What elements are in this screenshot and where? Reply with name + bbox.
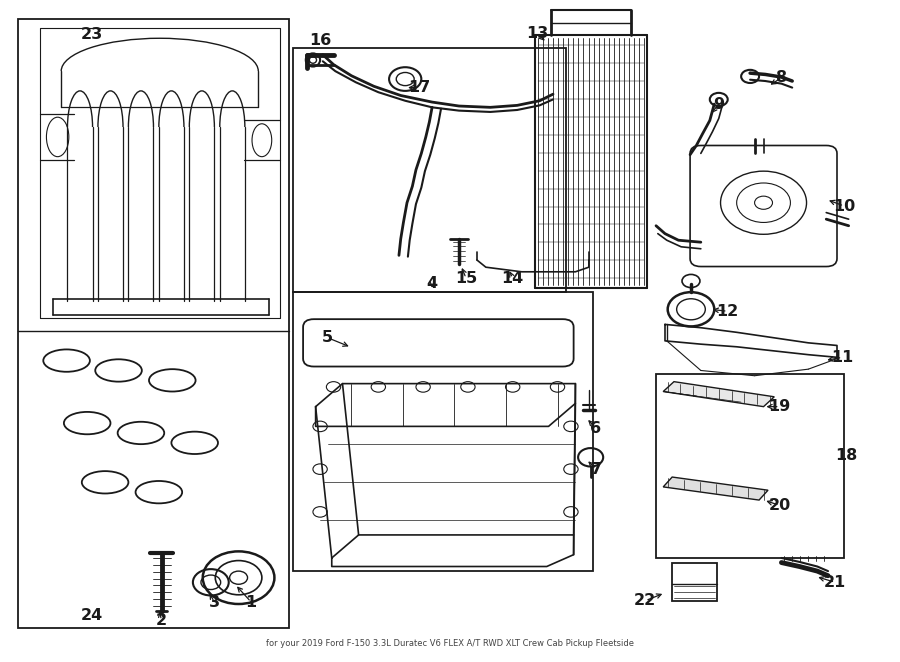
Bar [18, 19, 289, 628]
Text: 6: 6 [590, 421, 601, 436]
Text: 8: 8 [776, 70, 787, 85]
Text: 20: 20 [769, 498, 791, 513]
Text: 15: 15 [455, 271, 477, 286]
Text: 2: 2 [156, 613, 167, 628]
Bar [293, 291, 593, 571]
Polygon shape [663, 477, 768, 500]
Bar [672, 563, 717, 600]
Text: 10: 10 [833, 199, 855, 214]
Text: 1: 1 [246, 594, 256, 610]
Text: for your 2019 Ford F-150 3.3L Duratec V6 FLEX A/T RWD XLT Crew Cab Pickup Fleets: for your 2019 Ford F-150 3.3L Duratec V6… [266, 639, 634, 648]
Text: 13: 13 [526, 26, 549, 41]
Text: 3: 3 [209, 594, 220, 610]
Text: 14: 14 [501, 271, 524, 286]
Text: 19: 19 [769, 399, 791, 414]
Bar [656, 374, 844, 558]
Text: 7: 7 [590, 461, 601, 477]
Text: 5: 5 [321, 330, 333, 345]
Text: 11: 11 [832, 350, 853, 365]
Text: 18: 18 [835, 448, 857, 463]
Text: 12: 12 [716, 304, 739, 319]
Text: 22: 22 [634, 593, 656, 608]
Text: 24: 24 [80, 608, 103, 623]
Text: 9: 9 [713, 97, 725, 112]
Text: 4: 4 [427, 276, 437, 291]
Text: 21: 21 [824, 575, 846, 590]
Text: 16: 16 [309, 32, 331, 48]
Text: 17: 17 [409, 80, 431, 95]
Text: 23: 23 [80, 28, 103, 42]
Bar [293, 48, 566, 291]
Polygon shape [663, 382, 774, 406]
